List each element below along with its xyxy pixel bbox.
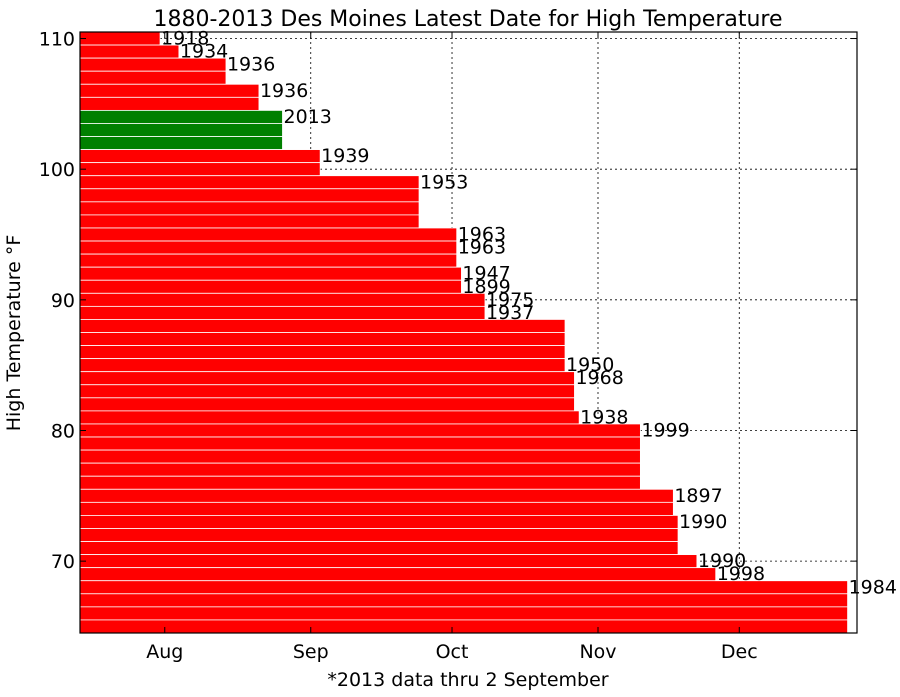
bar-92 <box>79 266 462 281</box>
bar-99 <box>79 175 420 190</box>
bar-110 <box>79 31 161 46</box>
bar-90 <box>79 292 486 307</box>
bar-label-70: 1990 <box>698 550 746 572</box>
bars <box>79 31 848 634</box>
axis-ticks: Aug Sep Oct Nov Dec 70 80 90 100 110 <box>39 29 857 663</box>
bar-105 <box>79 96 260 111</box>
y-tick-label: 100 <box>39 159 75 181</box>
bar-label-99: 1953 <box>420 171 468 193</box>
bar-label-68: 1984 <box>849 576 897 598</box>
chart-title: 1880-2013 Des Moines Latest Date for Hig… <box>153 7 782 32</box>
bar-106 <box>79 83 260 98</box>
bar-83 <box>79 384 575 399</box>
bar-107 <box>79 70 227 85</box>
bar-85 <box>79 358 566 373</box>
bar-label-75: 1897 <box>674 485 722 507</box>
y-axis-label: High Temperature °F <box>3 235 25 432</box>
x-tick-label: Aug <box>146 641 183 663</box>
bar-104 <box>79 109 283 124</box>
bar-65 <box>79 619 848 634</box>
bar-89 <box>79 305 486 320</box>
bar-label-91: 1899 <box>462 276 510 298</box>
bar-label-110: 1918 <box>161 28 209 50</box>
y-tick-label: 110 <box>39 29 75 51</box>
bar-72 <box>79 528 679 542</box>
bar-82 <box>79 397 575 412</box>
bar-label-85: 1950 <box>566 354 614 376</box>
bar-80 <box>79 423 641 438</box>
bar-label-84: 1968 <box>575 367 623 389</box>
bar-label-90: 1975 <box>486 289 534 311</box>
bar-66 <box>79 606 848 621</box>
bar-label-101: 1939 <box>321 145 369 167</box>
bar-label-69: 1998 <box>717 563 765 585</box>
bar-101 <box>79 149 321 164</box>
x-tick-label: Nov <box>579 641 616 663</box>
bar-73 <box>79 515 679 529</box>
bar-labels: 1918193419361936201319391953196319631947… <box>161 28 897 599</box>
bar-100 <box>79 162 321 177</box>
bar-label-73: 1990 <box>679 511 727 533</box>
y-tick-label: 80 <box>51 420 75 442</box>
bar-label-81: 1938 <box>580 406 628 428</box>
bar-87 <box>79 332 566 346</box>
x-tick-label: Dec <box>721 641 758 663</box>
bar-67 <box>79 593 848 608</box>
bar-74 <box>79 501 674 516</box>
bar-75 <box>79 488 674 503</box>
bar-77 <box>79 462 641 477</box>
bar-label-108: 1936 <box>227 54 275 76</box>
bar-79 <box>79 436 641 451</box>
bar-86 <box>79 345 566 360</box>
x-axis-label: *2013 data thru 2 September <box>327 669 608 691</box>
bar-98 <box>79 188 420 203</box>
bar-78 <box>79 449 641 464</box>
bar-76 <box>79 475 641 490</box>
bar-94 <box>79 240 458 255</box>
bar-label-89: 1937 <box>486 302 534 324</box>
bar-69 <box>79 567 717 582</box>
bar-label-95: 1963 <box>458 224 506 246</box>
bar-label-104: 2013 <box>283 106 331 128</box>
bar-label-106: 1936 <box>260 80 308 102</box>
bar-84 <box>79 371 575 386</box>
bar-95 <box>79 227 458 242</box>
bar-91 <box>79 279 462 294</box>
bar-label-92: 1947 <box>462 263 510 285</box>
bar-102 <box>79 136 283 150</box>
bar-103 <box>79 123 283 137</box>
y-tick-label: 90 <box>51 290 75 312</box>
bar-71 <box>79 541 679 556</box>
bar-97 <box>79 201 420 216</box>
bar-label-94: 1963 <box>458 237 506 259</box>
bar-81 <box>79 410 580 425</box>
y-tick-label: 70 <box>51 551 75 573</box>
bar-93 <box>79 253 458 268</box>
bar-96 <box>79 214 420 229</box>
x-tick-label: Sep <box>293 641 329 663</box>
bar-label-109: 1934 <box>180 41 228 63</box>
plot-frame <box>79 31 858 634</box>
bar-70 <box>79 554 698 569</box>
bar-label-80: 1999 <box>641 419 689 441</box>
x-tick-label: Oct <box>436 641 469 663</box>
